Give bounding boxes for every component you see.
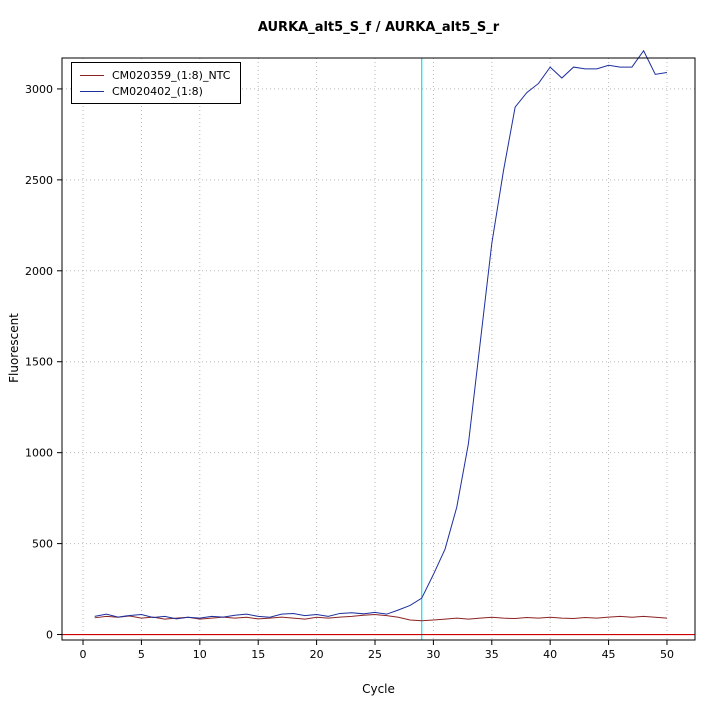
legend-line-swatch-sample xyxy=(80,90,104,92)
legend-label-ntc: CM020359_(1:8)_NTC xyxy=(112,68,231,82)
x-tick-label: 30 xyxy=(426,648,440,661)
x-tick-label: 20 xyxy=(310,648,324,661)
y-tick-label: 1500 xyxy=(25,356,53,369)
y-tick-label: 3000 xyxy=(25,83,53,96)
x-tick-label: 35 xyxy=(485,648,499,661)
y-tick-label: 2000 xyxy=(25,265,53,278)
plot-border xyxy=(61,57,696,641)
chart-title: AURKA_alt5_S_f / AURKA_alt5_S_r xyxy=(257,20,500,35)
x-axis-label: Cycle xyxy=(362,682,395,696)
x-tick-label: 45 xyxy=(602,648,616,661)
y-axis-label: Fluorescent xyxy=(7,313,21,383)
legend-item-sample: CM020402_(1:8) xyxy=(80,83,230,99)
x-tick-label: 10 xyxy=(193,648,207,661)
y-tick-label: 0 xyxy=(46,629,53,642)
x-tick-label: 0 xyxy=(80,648,87,661)
y-tick-label: 500 xyxy=(32,538,53,551)
y-tick-label: 2500 xyxy=(25,174,53,187)
series-line-0 xyxy=(94,614,668,622)
legend: CM020359_(1:8)_NTC CM020402_(1:8) xyxy=(71,62,242,104)
legend-label-sample: CM020402_(1:8) xyxy=(112,84,203,98)
x-tick-label: 15 xyxy=(251,648,265,661)
legend-line-swatch-ntc xyxy=(80,74,104,76)
x-tick-label: 40 xyxy=(543,648,557,661)
x-tick-label: 5 xyxy=(138,648,145,661)
x-tick-label: 25 xyxy=(368,648,382,661)
series-line-1 xyxy=(94,49,668,620)
x-tick-label: 50 xyxy=(660,648,674,661)
legend-item-ntc: CM020359_(1:8)_NTC xyxy=(80,67,230,83)
y-tick-label: 1000 xyxy=(25,447,53,460)
